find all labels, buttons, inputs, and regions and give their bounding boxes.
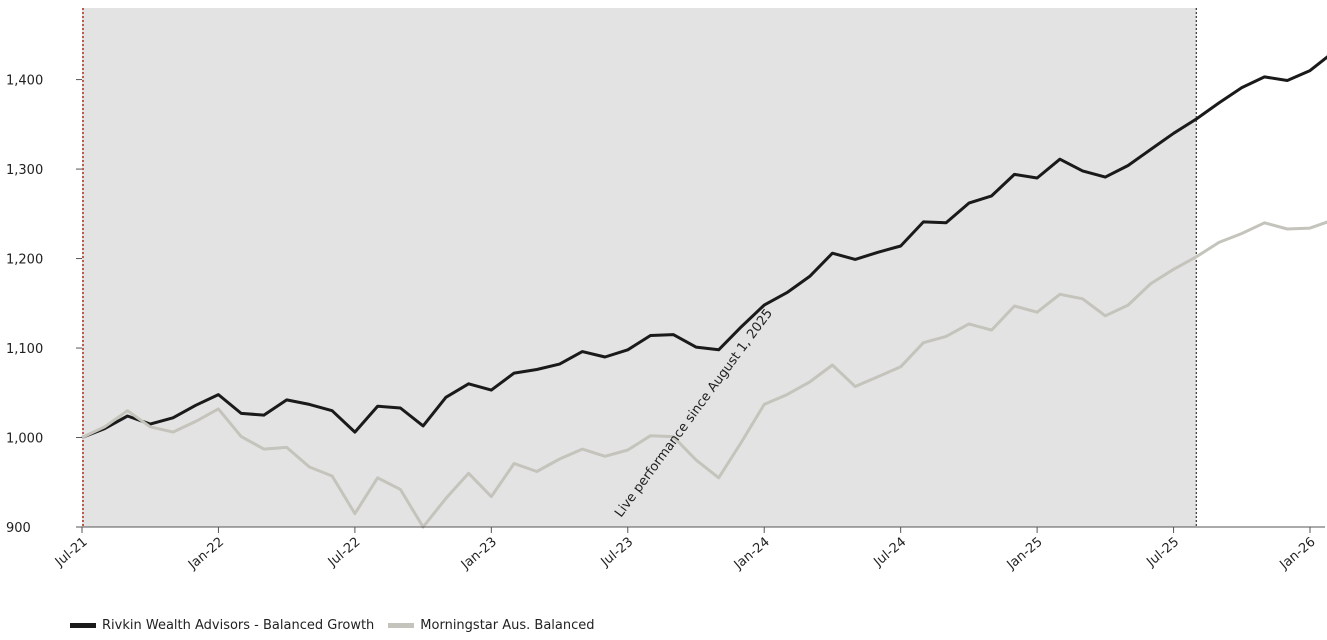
x-tick-label: Jan-25 xyxy=(1004,535,1046,574)
legend-label-morningstar: Morningstar Aus. Balanced xyxy=(420,618,595,633)
line-chart: 900 1,000 1,100 1,200 1,300 1,400 Jul-21 Jan-22… xyxy=(6,8,1327,574)
legend-swatch-rivkin xyxy=(70,623,96,628)
x-tick-label: Jul-22 xyxy=(325,535,364,571)
y-tick-label: 900 xyxy=(6,521,31,536)
x-tick-label: Jul-25 xyxy=(1143,535,1182,571)
legend-label-rivkin: Rivkin Wealth Advisors - Balanced Growth xyxy=(102,618,375,633)
x-tick-label: Jan-26 xyxy=(1277,535,1319,574)
chart-legend: Rivkin Wealth Advisors - Balanced Growth… xyxy=(70,618,609,633)
y-tick-label: 1,400 xyxy=(6,74,43,89)
x-tick-label: Jul-24 xyxy=(871,535,910,571)
x-tick-label: Jul-23 xyxy=(598,535,637,571)
backtest-shaded-region xyxy=(82,8,1197,527)
y-tick-label: 1,300 xyxy=(6,163,43,178)
legend-swatch-morningstar xyxy=(388,623,415,628)
legend-item-morningstar[interactable]: Morningstar Aus. Balanced xyxy=(388,618,595,633)
plot-area xyxy=(82,8,1197,527)
series-line-0 xyxy=(81,55,1327,439)
series-line-1 xyxy=(81,220,1327,529)
y-tick-label: 1,000 xyxy=(6,432,43,447)
x-tick-label: Jan-24 xyxy=(731,535,773,574)
series-lines xyxy=(81,55,1327,529)
x-tick-label: Jul-21 xyxy=(52,535,91,571)
y-tick-label: 1,100 xyxy=(6,342,43,357)
x-tick-label: Jan-23 xyxy=(458,535,500,574)
y-tick-label: 1,200 xyxy=(6,253,43,268)
x-tick-label: Jan-22 xyxy=(185,535,227,574)
legend-item-rivkin[interactable]: Rivkin Wealth Advisors - Balanced Growth xyxy=(70,618,374,633)
